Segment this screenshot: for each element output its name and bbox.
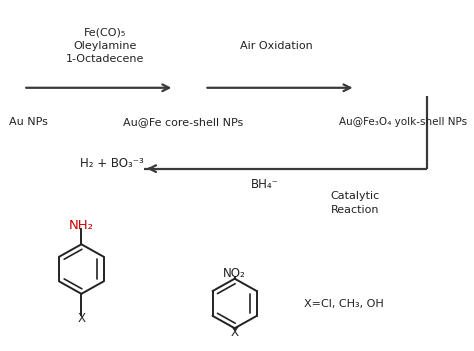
Text: Au@Fe core-shell NPs: Au@Fe core-shell NPs [123,117,244,127]
Text: Au NPs: Au NPs [9,117,48,127]
Text: Catalytic: Catalytic [331,191,380,201]
Text: NO₂: NO₂ [223,267,246,280]
Text: X=Cl, CH₃, OH: X=Cl, CH₃, OH [304,299,384,310]
Text: X: X [231,325,239,338]
Text: Air Oxidation: Air Oxidation [240,41,313,51]
Text: X: X [77,312,85,325]
Text: BH₄⁻: BH₄⁻ [251,178,279,191]
Text: H₂ + BO₃⁻³: H₂ + BO₃⁻³ [80,157,144,170]
Text: NH₂: NH₂ [69,219,94,232]
Text: Oleylamine: Oleylamine [73,41,137,51]
Text: Au@Fe₃O₄ yolk-shell NPs: Au@Fe₃O₄ yolk-shell NPs [339,117,467,127]
Text: Fe(CO)₅: Fe(CO)₅ [83,28,126,38]
Text: 1-Octadecene: 1-Octadecene [65,54,144,64]
Text: Reaction: Reaction [331,205,380,215]
